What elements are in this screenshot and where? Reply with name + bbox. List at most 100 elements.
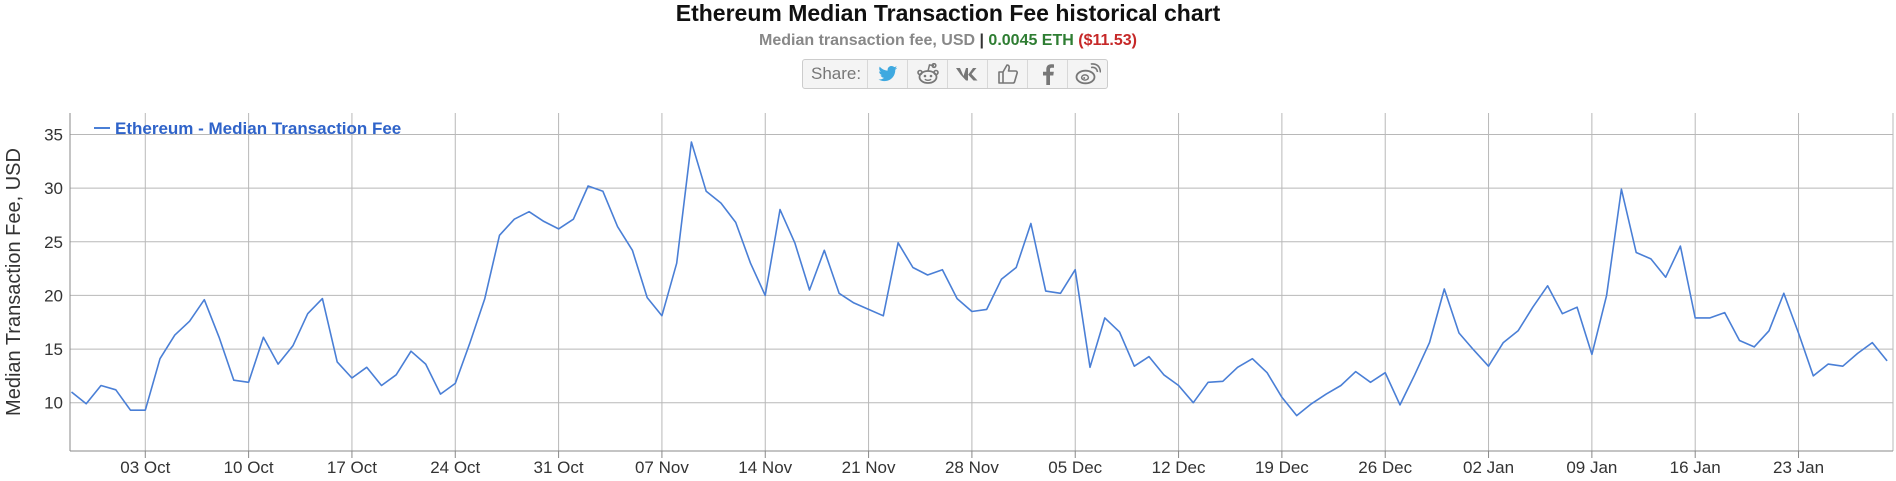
data-point <box>969 309 974 314</box>
x-tick-label: 12 Dec <box>1152 458 1206 477</box>
data-point <box>69 390 74 395</box>
facebook-share-button[interactable] <box>1027 60 1067 88</box>
data-point <box>733 220 738 225</box>
data-point <box>1220 379 1225 384</box>
data-point <box>586 184 591 189</box>
data-point <box>1279 395 1284 400</box>
data-point <box>261 335 266 340</box>
twitter-share-button[interactable] <box>867 60 907 88</box>
data-point <box>1708 315 1713 320</box>
share-bar: Share: <box>802 59 1109 89</box>
data-point <box>822 248 827 253</box>
y-axis-tick-labels: 10 15 20 25 30 35 <box>44 125 63 412</box>
x-tick-label: 02 Jan <box>1463 458 1514 477</box>
chart-grid <box>70 113 1893 451</box>
legend-series-name: Ethereum - Median Transaction Fee <box>115 119 401 138</box>
data-point <box>1471 348 1476 353</box>
data-point <box>1530 305 1535 310</box>
y-axis-title: Median Transaction Fee, USD <box>3 148 25 416</box>
data-point <box>1191 400 1196 405</box>
data-point <box>1693 315 1698 320</box>
data-point <box>158 356 163 361</box>
data-point <box>187 319 192 324</box>
data-point <box>1826 362 1831 367</box>
data-point <box>999 277 1004 282</box>
data-point <box>1648 256 1653 261</box>
data-point <box>1235 365 1240 370</box>
x-tick-label: 19 Dec <box>1255 458 1309 477</box>
data-point <box>364 365 369 370</box>
chart-subtitle: Median transaction fee, USD | 0.0045 ETH… <box>0 32 1896 50</box>
data-point <box>1338 383 1343 388</box>
data-point <box>1102 315 1107 320</box>
vk-share-button[interactable] <box>947 60 987 88</box>
data-point <box>290 343 295 348</box>
y-tick-label: 20 <box>44 286 63 305</box>
data-point <box>1206 380 1211 385</box>
like-share-button[interactable] <box>987 60 1027 88</box>
data-point <box>512 217 517 222</box>
data-point <box>1088 365 1093 370</box>
data-point <box>409 349 414 354</box>
data-point <box>1752 344 1757 349</box>
data-point <box>497 233 502 238</box>
data-point <box>335 359 340 364</box>
data-point <box>1840 364 1845 369</box>
data-point <box>556 226 561 231</box>
share-label: Share: <box>811 64 862 83</box>
data-point <box>438 392 443 397</box>
chart-legend[interactable]: Ethereum - Median Transaction Fee <box>94 119 401 138</box>
data-point <box>99 383 104 388</box>
data-point <box>955 296 960 301</box>
data-point <box>1014 265 1019 270</box>
data-point <box>231 378 236 383</box>
data-point <box>1870 340 1875 345</box>
data-point <box>1265 370 1270 375</box>
x-tick-label: 16 Jan <box>1670 458 1721 477</box>
data-point <box>1442 287 1447 292</box>
data-point <box>866 307 871 312</box>
fee-usd-value: ($11.53) <box>1078 32 1137 49</box>
data-point <box>1722 310 1727 315</box>
data-point <box>1634 250 1639 255</box>
data-point <box>394 372 399 377</box>
data-point <box>1737 338 1742 343</box>
data-point <box>1368 380 1373 385</box>
data-point <box>615 224 620 229</box>
data-point <box>1043 289 1048 294</box>
data-point <box>1604 293 1609 298</box>
data-point <box>748 261 753 266</box>
x-tick-label: 28 Nov <box>945 458 999 477</box>
data-point <box>1545 283 1550 288</box>
fee-eth-value: 0.0045 ETH <box>988 32 1074 49</box>
x-tick-label: 14 Nov <box>738 458 792 477</box>
data-point <box>1589 352 1594 357</box>
data-point <box>1885 358 1890 363</box>
data-point <box>1619 187 1624 192</box>
data-point <box>984 307 989 312</box>
data-point <box>940 267 945 272</box>
data-point <box>1058 291 1063 296</box>
data-point <box>881 313 886 318</box>
x-tick-label: 09 Jan <box>1566 458 1617 477</box>
data-point <box>704 189 709 194</box>
data-point <box>600 189 605 194</box>
data-point <box>763 293 768 298</box>
data-point <box>379 383 384 388</box>
data-point <box>1132 364 1137 369</box>
data-point <box>541 219 546 224</box>
data-point <box>1161 372 1166 377</box>
data-point <box>1855 351 1860 356</box>
y-tick-label: 30 <box>44 179 63 198</box>
data-point <box>482 296 487 301</box>
data-point <box>571 217 576 222</box>
like-icon <box>997 64 1018 84</box>
chart-axes <box>69 113 1894 458</box>
data-point <box>837 291 842 296</box>
weibo-share-button[interactable] <box>1067 60 1107 88</box>
weibo-icon <box>1075 63 1101 85</box>
reddit-share-button[interactable] <box>907 60 947 88</box>
data-point <box>1457 331 1462 336</box>
data-point <box>305 311 310 316</box>
